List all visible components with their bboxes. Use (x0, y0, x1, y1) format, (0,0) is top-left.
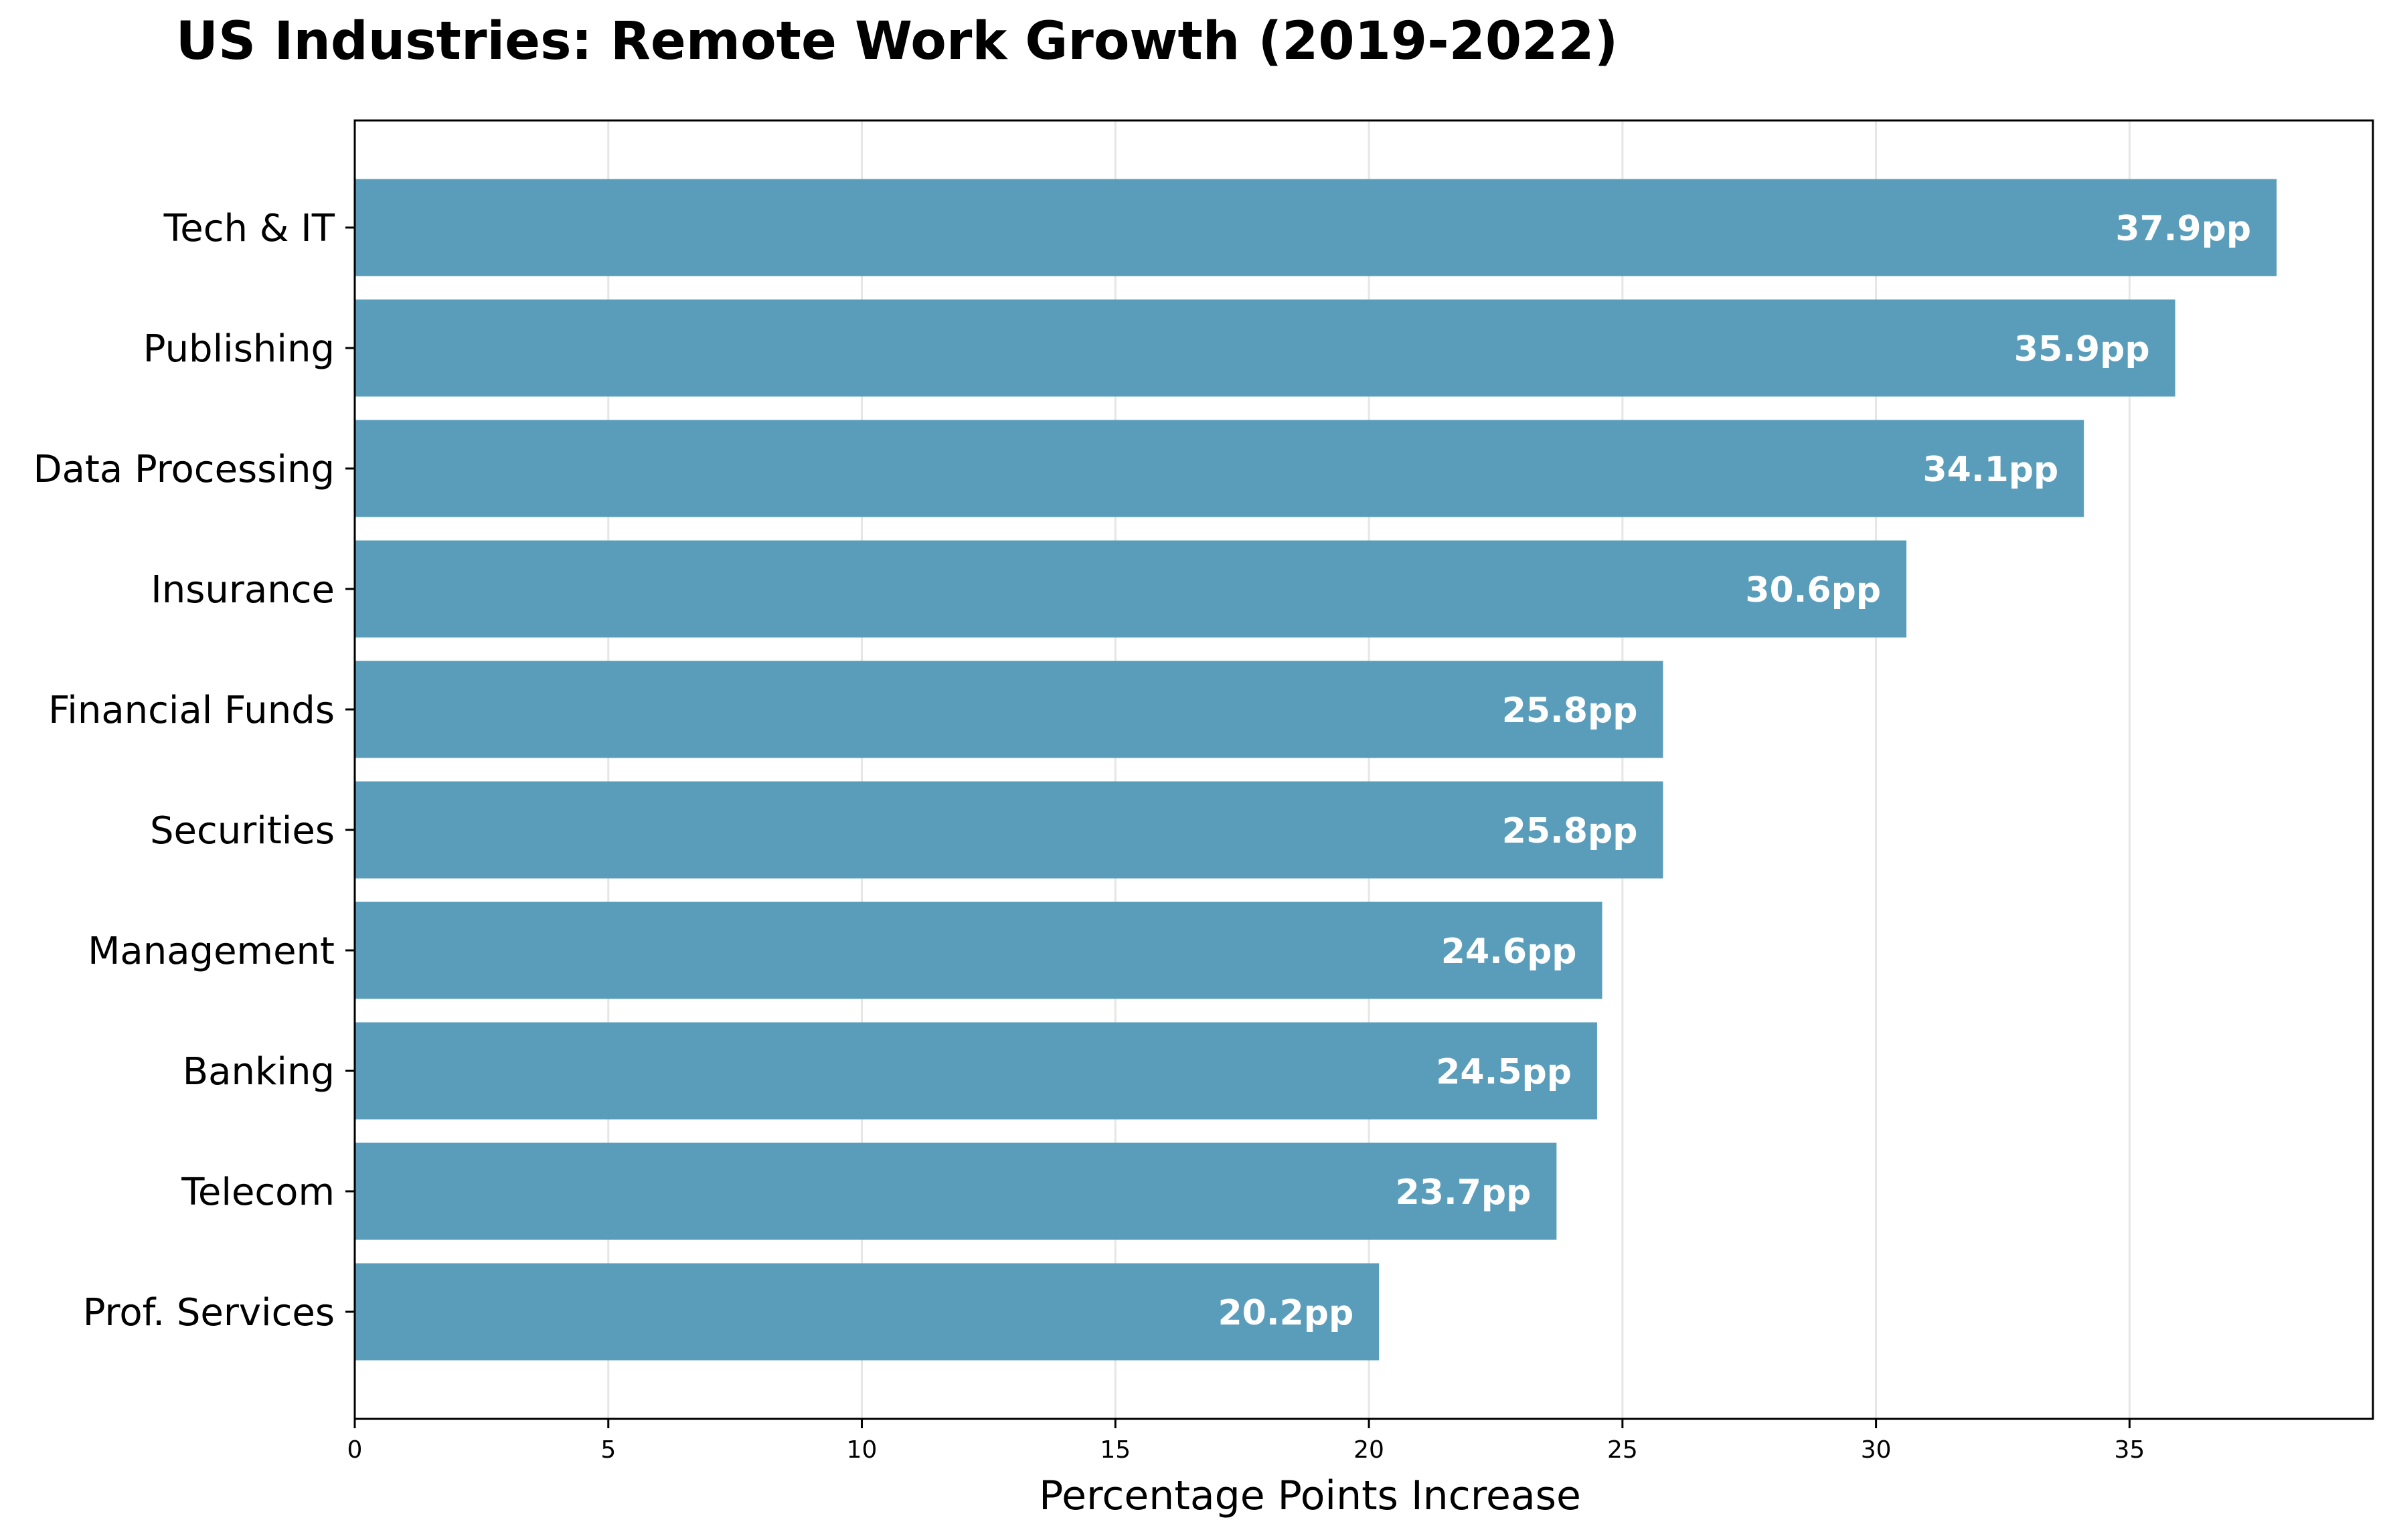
bar-value-label: 35.9pp (2014, 329, 2150, 369)
bar-value-label: 23.7pp (1396, 1173, 1532, 1213)
x-tick-label: 30 (1861, 1436, 1892, 1464)
bar-value-label: 24.5pp (1436, 1052, 1572, 1092)
y-axis-ticks: Tech & IT Publishing Data Processing Insura… (33, 207, 355, 1335)
y-tick-label: Securities (150, 809, 335, 853)
bar (355, 540, 1907, 638)
chart-title: US Industries: Remote Work Growth (2019-… (176, 11, 1619, 72)
bar-value-label: 37.9pp (2115, 209, 2251, 249)
bar (355, 781, 1663, 879)
x-tick-label: 35 (2114, 1436, 2145, 1464)
x-axis-label: Percentage Points Increase (1039, 1472, 1581, 1519)
bar-value-label: 20.2pp (1218, 1293, 1353, 1333)
x-tick-label: 0 (347, 1436, 363, 1464)
bar-value-label: 34.1pp (1922, 450, 2058, 490)
bar-value-label: 25.8pp (1502, 691, 1638, 731)
x-tick-label: 15 (1100, 1436, 1131, 1464)
x-tick-label: 20 (1353, 1436, 1384, 1464)
bar-value-label: 25.8pp (1502, 811, 1638, 851)
bar (355, 1263, 1380, 1361)
bar (355, 179, 2277, 276)
x-axis-ticks: 0 5 10 15 20 25 30 35 (347, 1419, 2145, 1464)
y-tick-label: Financial Funds (48, 689, 335, 732)
bar (355, 902, 1602, 999)
y-tick-label: Data Processing (33, 448, 335, 491)
x-tick-label: 25 (1607, 1436, 1638, 1464)
bars (355, 179, 2277, 1361)
y-tick-label: Telecom (181, 1171, 335, 1214)
y-tick-label: Insurance (151, 568, 335, 612)
plot-frame (353, 119, 2374, 1420)
bar (355, 661, 1663, 758)
bar-value-label: 30.6pp (1745, 570, 1881, 610)
y-tick-label: Management (88, 930, 335, 973)
bar (355, 1142, 1557, 1240)
x-tick-label: 5 (600, 1436, 616, 1464)
bar-value-label: 24.6pp (1441, 932, 1577, 972)
y-tick-label: Prof. Services (83, 1291, 335, 1335)
bar (355, 299, 2175, 397)
bar (355, 1022, 1597, 1120)
y-tick-label: Tech & IT (163, 207, 335, 250)
bar (355, 420, 2084, 517)
data-labels: 37.9pp 35.9pp 34.1pp 30.6pp 25.8pp 25.8pp 24.6… (1218, 209, 2251, 1333)
y-tick-label: Banking (183, 1050, 335, 1094)
y-tick-label: Publishing (143, 327, 335, 371)
x-tick-label: 10 (847, 1436, 878, 1464)
